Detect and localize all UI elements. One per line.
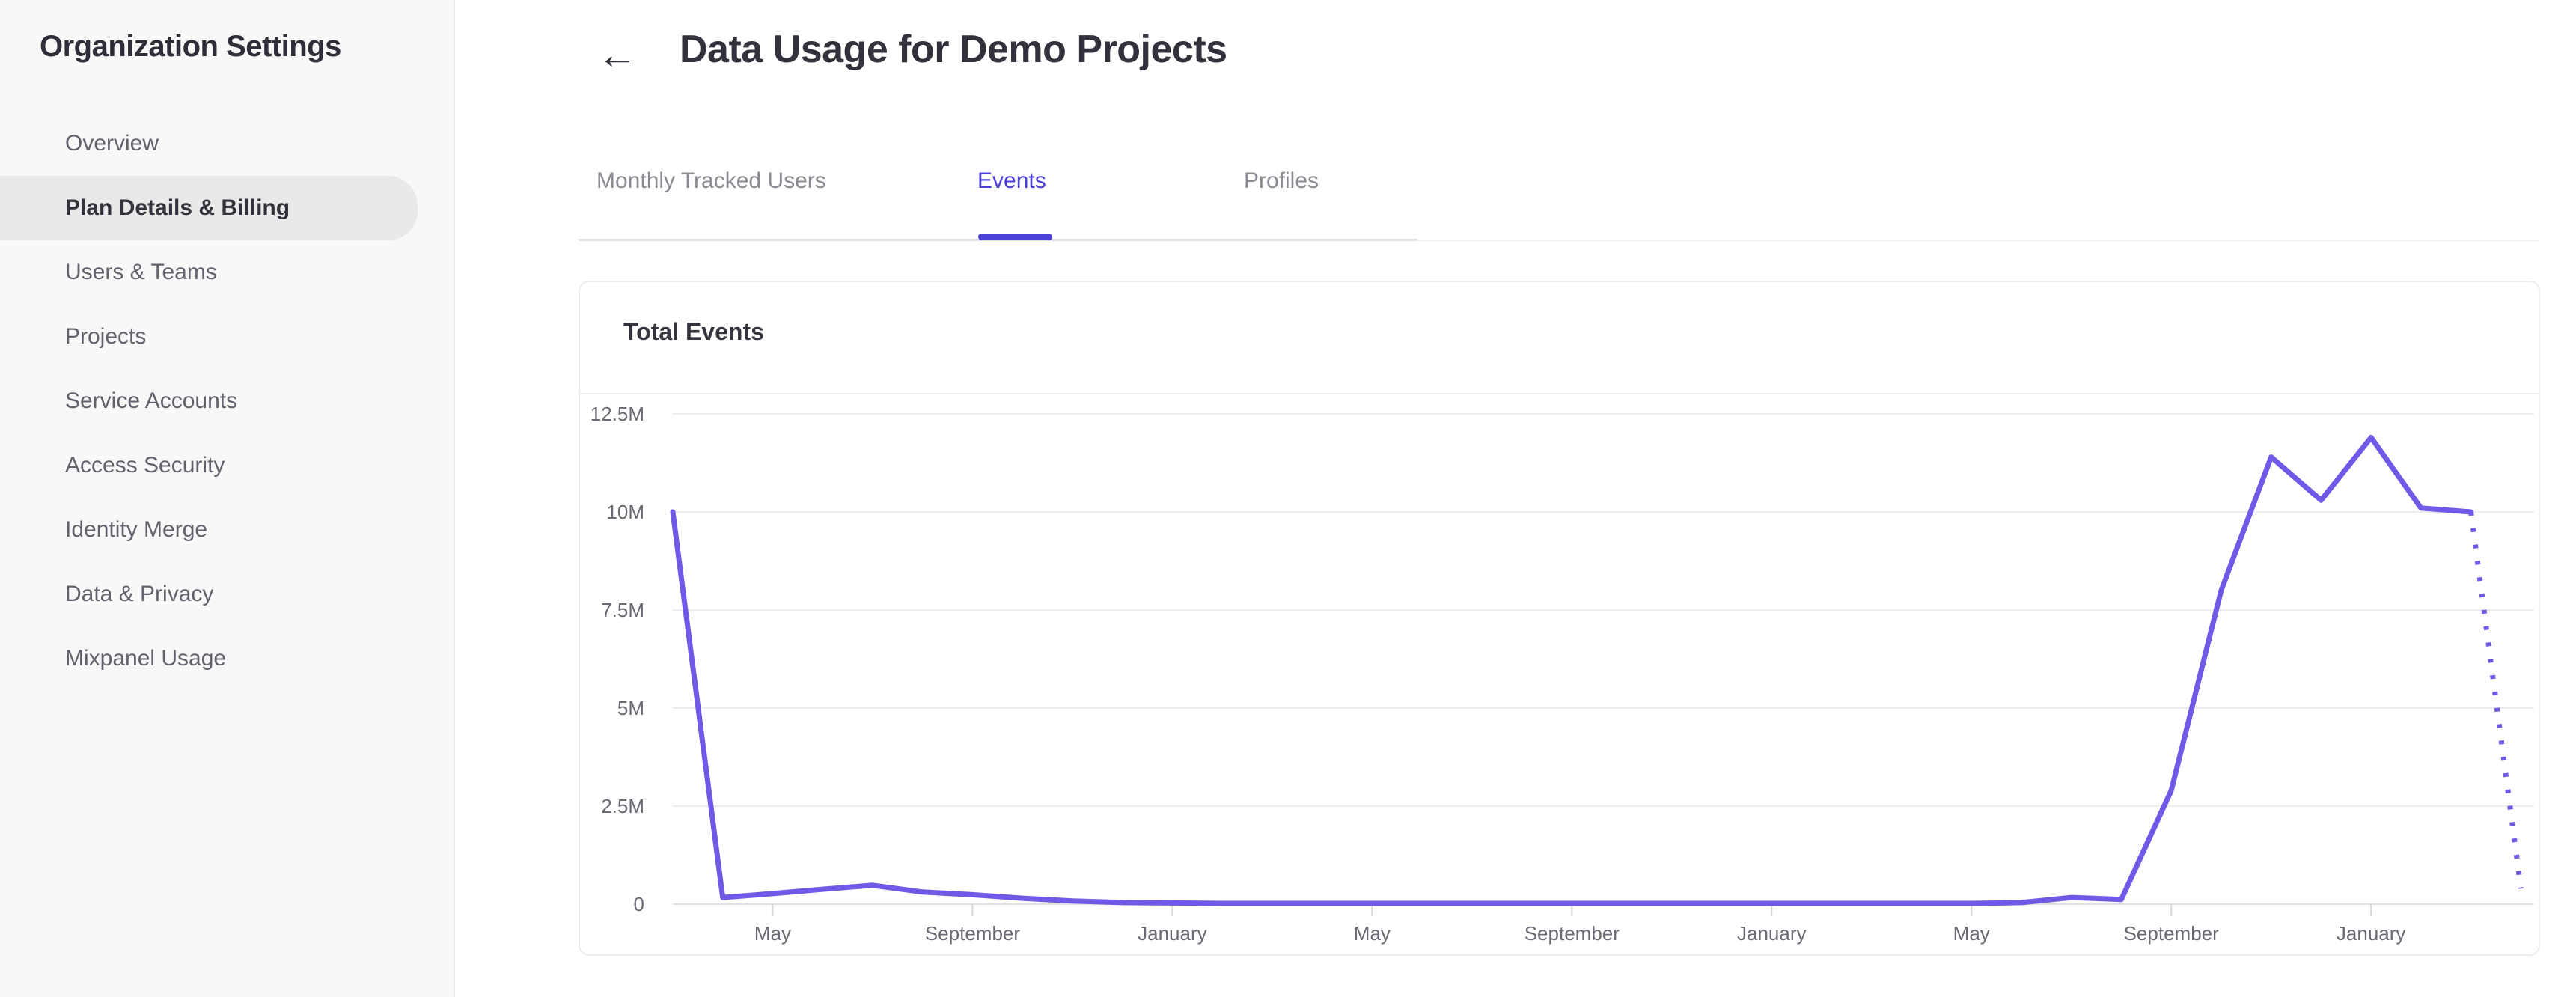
x-axis-label: September <box>1524 922 1620 945</box>
chart-title: Total Events <box>623 318 764 345</box>
tab-monthly-tracked-users[interactable]: Monthly Tracked Users <box>596 168 826 193</box>
total-events-card: Total Events 12.5M 10M 7.5M 5M 2.5M 0 May Septe… <box>579 281 2540 956</box>
total-events-line[interactable] <box>670 434 2474 906</box>
projected-events-line[interactable] <box>2468 511 2524 889</box>
sidebar-item-users-teams[interactable]: Users & Teams <box>65 260 217 284</box>
sidebar-item-projects[interactable]: Projects <box>65 324 147 349</box>
sidebar-item-overview[interactable]: Overview <box>65 131 159 156</box>
sidebar-item-data-privacy[interactable]: Data & Privacy <box>65 582 214 606</box>
sidebar-item-identity-merge[interactable]: Identity Merge <box>65 517 208 542</box>
sidebar-nav: Overview Plan Details & Billing Users & … <box>0 112 455 691</box>
y-axis-label: 12.5M <box>590 403 644 425</box>
x-axis-label: May <box>1953 922 1990 945</box>
y-axis-label: 0 <box>634 893 644 915</box>
x-axis-label: January <box>1138 922 1207 945</box>
x-axis-label: September <box>925 922 1021 945</box>
x-axis-label: May <box>1354 922 1391 945</box>
sidebar-item-access-security[interactable]: Access Security <box>65 453 225 478</box>
active-tab-indicator <box>978 234 1052 240</box>
card-title-divider <box>580 393 2539 394</box>
x-axis-label: May <box>754 922 791 945</box>
sidebar-item-plan-details-billing[interactable]: Plan Details & Billing <box>0 176 418 240</box>
sidebar-item-service-accounts[interactable]: Service Accounts <box>65 388 238 413</box>
x-axis-label: January <box>2337 922 2406 945</box>
y-axis-label: 5M <box>617 697 644 719</box>
y-axis-label: 2.5M <box>601 795 644 817</box>
y-axis-label: 10M <box>606 501 644 523</box>
back-arrow-icon: ← <box>597 32 638 77</box>
events-chart[interactable]: 12.5M 10M 7.5M 5M 2.5M 0 May September January Ma… <box>580 394 2539 954</box>
back-button[interactable]: ← <box>591 28 644 81</box>
sidebar-item-mixpanel-usage[interactable]: Mixpanel Usage <box>65 646 227 671</box>
x-axis-label: September <box>2124 922 2220 945</box>
sidebar-title: Organization Settings <box>40 30 341 63</box>
tabs-divider <box>579 240 2539 241</box>
tab-profiles[interactable]: Profiles <box>1244 168 1319 193</box>
page-title: Data Usage for Demo Projects <box>680 28 1227 71</box>
x-axis-label: January <box>1737 922 1807 945</box>
tab-events[interactable]: Events <box>977 168 1046 193</box>
y-axis-label: 7.5M <box>601 599 644 621</box>
sidebar: Organization Settings Overview Plan Deta… <box>0 0 455 997</box>
